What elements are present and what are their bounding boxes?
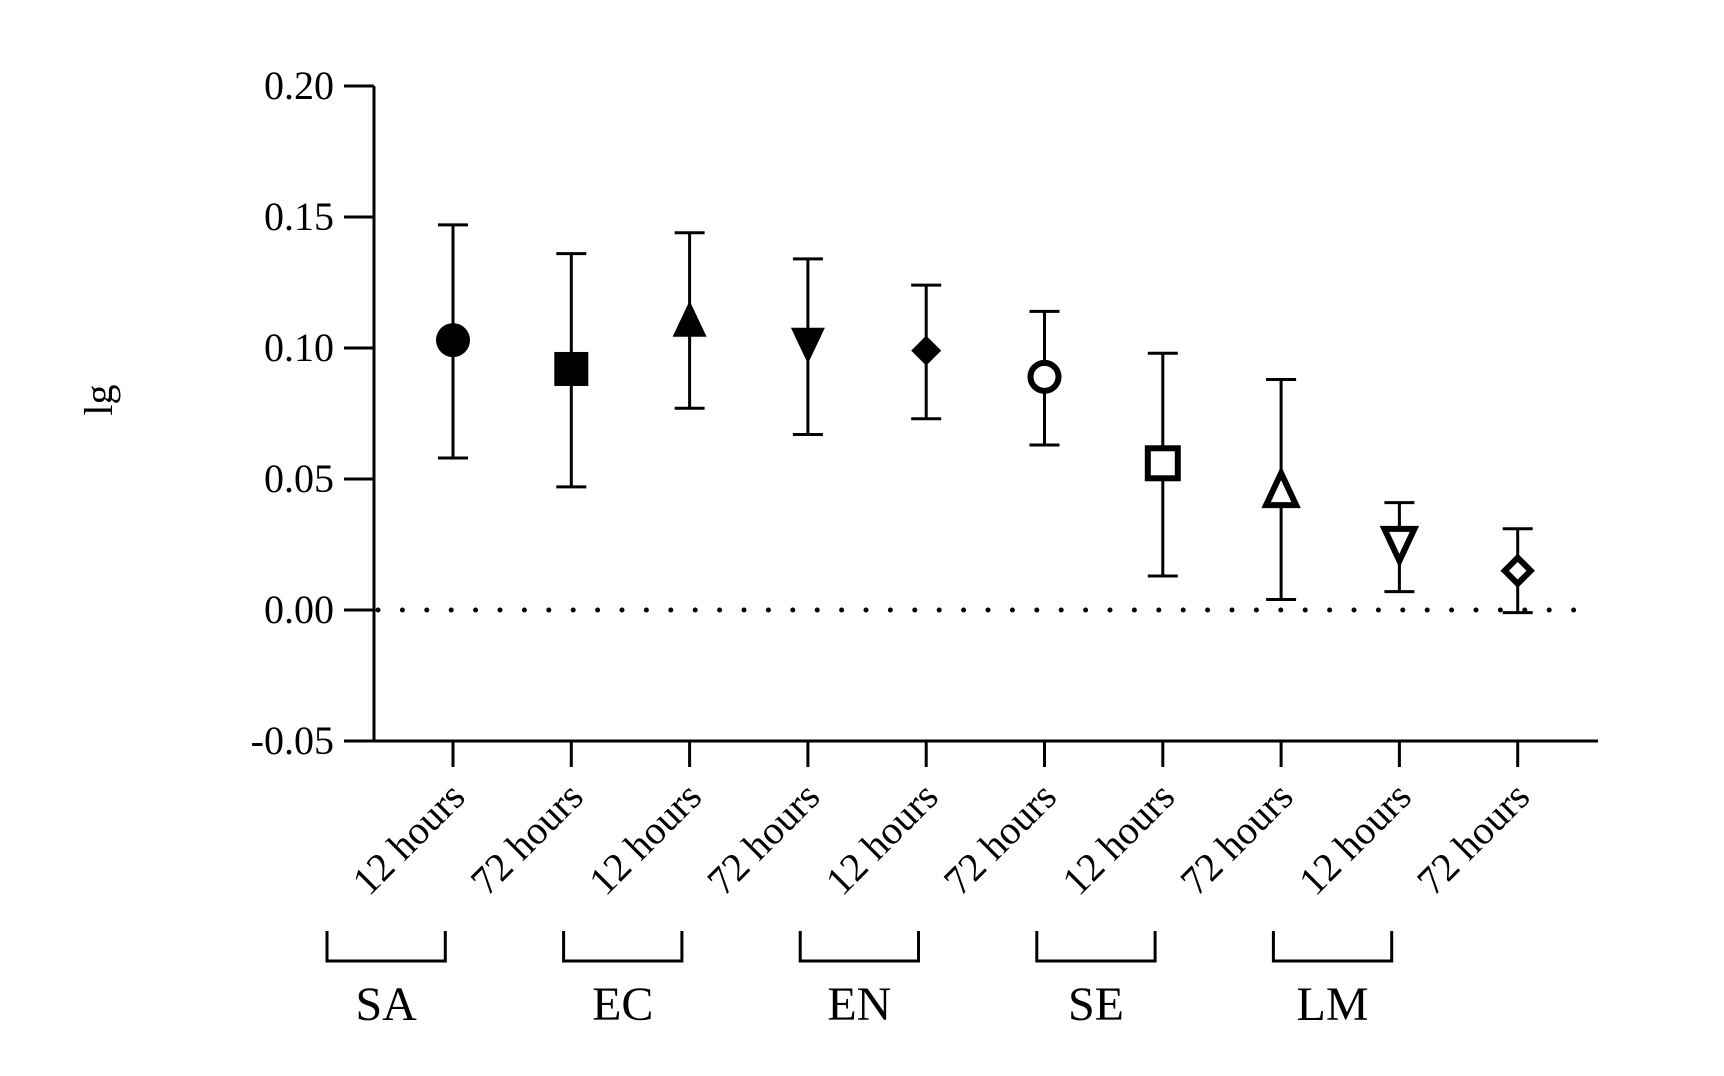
group-label: SA — [355, 978, 417, 1031]
group-brackets: SA EC EN SE LM — [325, 931, 1394, 1031]
x-tick-label: 12 hours — [343, 774, 473, 904]
group-bracket — [1035, 931, 1157, 963]
y-tick-label: 0.00 — [264, 587, 334, 632]
data-point — [911, 283, 942, 421]
y-tick-label: -0.05 — [251, 718, 334, 763]
x-tick-label: 12 hours — [1290, 774, 1420, 904]
marker-triangle-down-filled — [790, 327, 825, 364]
group-bracket — [562, 931, 684, 963]
y-tick-label: 0.05 — [264, 456, 334, 501]
marker-triangle-up-filled — [672, 300, 707, 337]
marker-diamond-open — [1500, 553, 1535, 588]
x-tick-label: 12 hours — [580, 774, 710, 904]
y-tick-label: 0.20 — [264, 63, 334, 108]
x-tick-label: 72 hours — [462, 774, 592, 904]
x-tick-label: 72 hours — [1408, 774, 1538, 904]
x-tick-label: 72 hours — [698, 774, 828, 904]
x-tick-label: 12 hours — [817, 774, 947, 904]
data-point — [1027, 309, 1062, 447]
data-point — [554, 252, 589, 489]
marker-square-open — [1144, 445, 1181, 482]
y-axis: -0.05 0.00 0.05 0.10 0.15 0.20 — [251, 63, 376, 763]
plot-area — [375, 223, 1591, 615]
y-tick-label: 0.15 — [264, 194, 334, 239]
marker-triangle-up-open — [1261, 466, 1301, 509]
data-point — [1261, 377, 1301, 602]
group-en: EN — [798, 931, 920, 1031]
group-label: EN — [827, 978, 891, 1031]
group-bracket — [325, 931, 447, 963]
marker-diamond-filled — [911, 335, 942, 366]
marker-circle-open — [1027, 359, 1062, 394]
y-tick-label: 0.10 — [264, 325, 334, 370]
group-sa: SA — [325, 931, 447, 1031]
group-label: SE — [1068, 978, 1124, 1031]
data-point — [1144, 351, 1181, 578]
data-point — [1379, 501, 1420, 594]
marker-triangle-down-open — [1379, 525, 1420, 568]
y-axis-title: lg — [76, 384, 121, 415]
x-tick-label: 12 hours — [1053, 774, 1183, 904]
group-se: SE — [1035, 931, 1157, 1031]
group-bracket — [1271, 931, 1394, 963]
group-label: LM — [1297, 978, 1369, 1031]
x-tick-label: 72 hours — [1171, 774, 1301, 904]
data-point — [436, 223, 470, 460]
group-lm: LM — [1271, 931, 1394, 1031]
group-bracket — [798, 931, 920, 963]
group-ec: EC — [562, 931, 684, 1031]
data-point — [790, 257, 825, 436]
data-point — [672, 231, 707, 410]
marker-circle-filled — [436, 323, 470, 358]
marker-square-filled — [554, 351, 589, 386]
x-tick-label: 72 hours — [935, 774, 1065, 904]
data-point — [1500, 527, 1535, 615]
group-label: EC — [592, 978, 653, 1031]
